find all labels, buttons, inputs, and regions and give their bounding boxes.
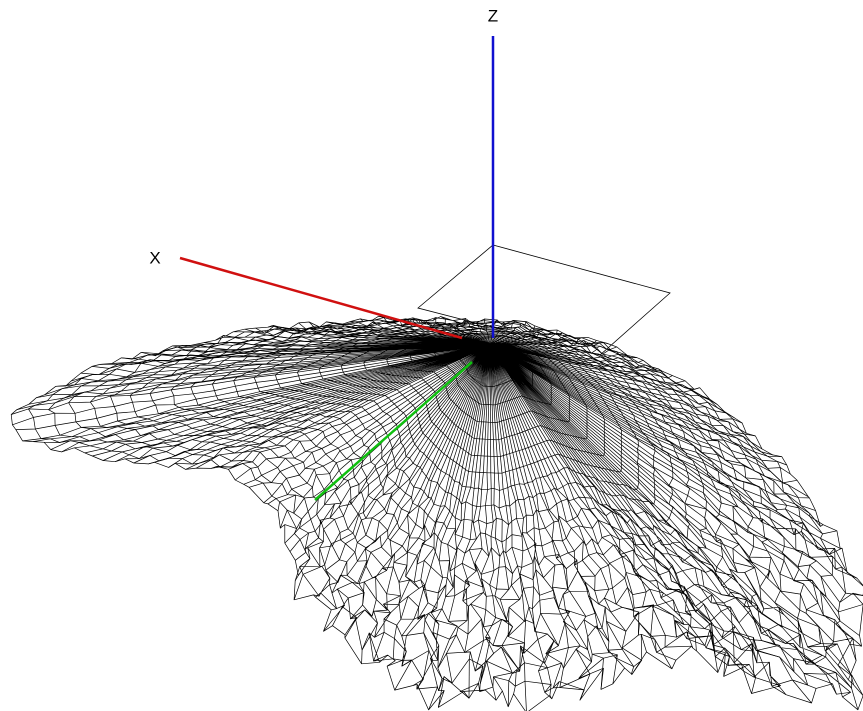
x-axis	[179, 256, 463, 340]
z-axis-label: Z	[488, 6, 498, 25]
y-axis	[314, 361, 473, 501]
x-axis-label: X	[149, 248, 160, 267]
wireframe-mesh	[10, 315, 863, 711]
